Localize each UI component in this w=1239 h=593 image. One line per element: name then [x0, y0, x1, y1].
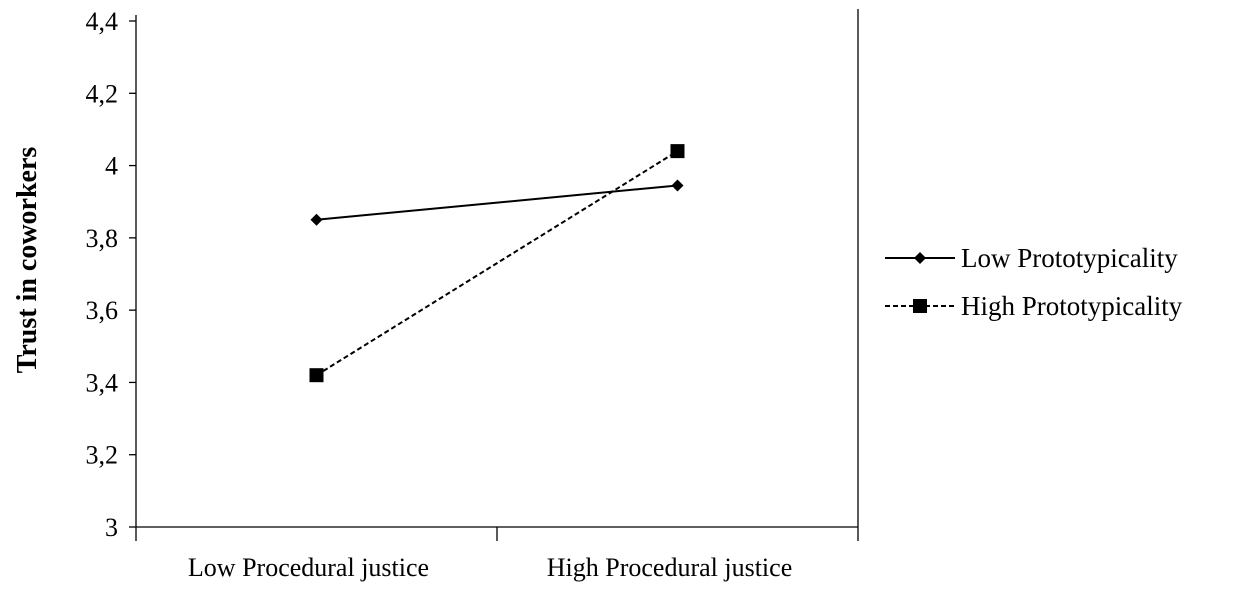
data-point [310, 213, 323, 226]
y-tick-label: 4,2 [86, 79, 119, 108]
data-point [671, 179, 684, 192]
series-line [316, 184, 678, 221]
data-point [670, 144, 685, 159]
y-ticks: 3 3,2 3,4 3,6 3,8 4 4,2 4,4 [86, 7, 136, 542]
series-layer [309, 144, 685, 383]
y-tick-label: 4,4 [86, 7, 119, 36]
legend: Low Prototypicality High Prototypicality [885, 243, 1183, 321]
y-tick-label: 3,8 [86, 224, 119, 253]
legend-marker [914, 252, 926, 264]
y-tick-label: 3,2 [86, 441, 119, 470]
x-ticks: Low Procedural justice High Procedural ju… [188, 527, 792, 582]
legend-label: Low Prototypicality [961, 243, 1178, 273]
data-point [309, 368, 324, 383]
y-tick-label: 3,6 [86, 296, 119, 325]
series-line [315, 150, 679, 377]
axes [135, 9, 859, 541]
x-tick-label: Low Procedural justice [188, 553, 429, 582]
y-axis-label: Trust in coworkers [12, 147, 43, 374]
legend-marker [913, 299, 927, 313]
series-1 [310, 179, 684, 226]
series-2 [309, 144, 685, 383]
legend-item: High Prototypicality [885, 291, 1183, 321]
y-tick-label: 3 [105, 513, 118, 542]
y-tick-label: 4 [105, 152, 118, 181]
y-tick-label: 3,4 [86, 368, 119, 397]
legend-item: Low Prototypicality [885, 243, 1178, 273]
legend-label: High Prototypicality [961, 291, 1183, 321]
x-tick-label: High Procedural justice [547, 553, 793, 582]
